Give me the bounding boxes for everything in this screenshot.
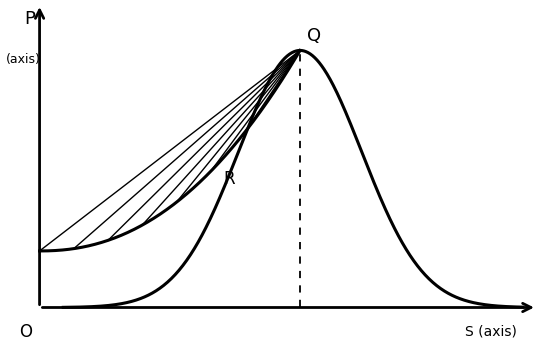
Text: Q: Q [307,27,321,45]
Text: S (axis): S (axis) [465,324,517,338]
Text: (axis): (axis) [5,53,41,66]
Text: O: O [19,323,32,341]
Text: R: R [223,170,235,188]
Text: P: P [25,10,36,28]
